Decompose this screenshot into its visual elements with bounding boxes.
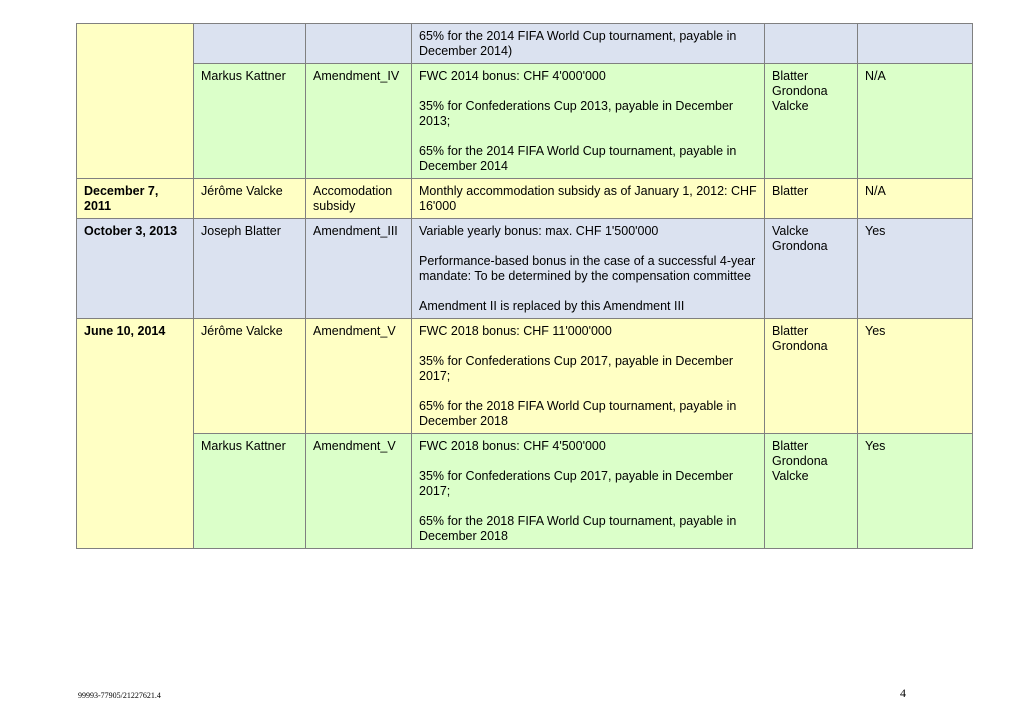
terms-cell: Variable yearly bonus: max. CHF 1'500'00… xyxy=(411,218,765,319)
table-row: June 10, 2014 Jérôme Valcke Amendment_V … xyxy=(76,318,973,549)
terms-cell: FWC 2014 bonus: CHF 4'000'000 35% for Co… xyxy=(411,63,765,179)
terms-paragraph: FWC 2018 bonus: CHF 4'500'000 xyxy=(419,439,606,453)
signatory: Blatter xyxy=(772,69,809,83)
name-cell: Markus Kattner xyxy=(193,433,306,549)
table-row: 65% for the 2014 FIFA World Cup tourname… xyxy=(76,23,973,179)
signatories-cell xyxy=(764,23,858,64)
terms-paragraph: Amendment II is replaced by this Amendme… xyxy=(419,299,685,313)
page-number: 4 xyxy=(900,686,906,700)
signatories-cell: Blatter Grondona Valcke xyxy=(764,433,858,549)
signatories-cell: Valcke Grondona xyxy=(764,218,858,319)
approved-cell xyxy=(857,23,973,64)
terms-paragraph: Performance-based bonus in the case of a… xyxy=(419,254,756,283)
terms-paragraph: 35% for Confederations Cup 2017, payable… xyxy=(419,354,734,383)
document-cell: Accomodation subsidy xyxy=(305,178,412,219)
approved-cell: Yes xyxy=(857,433,973,549)
signatory: Grondona xyxy=(772,454,828,468)
document-cell xyxy=(305,23,412,64)
terms-paragraph: Variable yearly bonus: max. CHF 1'500'00… xyxy=(419,224,659,238)
terms-paragraph: 65% for the 2014 FIFA World Cup tourname… xyxy=(419,29,737,58)
name-cell: Jérôme Valcke xyxy=(193,318,306,434)
signatory: Valcke xyxy=(772,99,809,113)
date-cell: June 10, 2014 xyxy=(76,318,194,549)
document-cell: Amendment_IV xyxy=(305,63,412,179)
signatory: Blatter xyxy=(772,184,809,198)
date-cell: October 3, 2013 xyxy=(76,218,194,319)
terms-cell: FWC 2018 bonus: CHF 11'000'000 35% for C… xyxy=(411,318,765,434)
date-cell xyxy=(76,23,194,179)
terms-cell: 65% for the 2014 FIFA World Cup tourname… xyxy=(411,23,765,64)
terms-paragraph: 65% for the 2014 FIFA World Cup tourname… xyxy=(419,144,737,173)
signatory: Valcke xyxy=(772,469,809,483)
document-cell: Amendment_V xyxy=(305,318,412,434)
signatory: Blatter xyxy=(772,439,809,453)
terms-paragraph: FWC 2014 bonus: CHF 4'000'000 xyxy=(419,69,606,83)
signatories-cell: Blatter Grondona xyxy=(764,318,858,434)
terms-paragraph: Monthly accommodation subsidy as of Janu… xyxy=(419,184,757,213)
signatory: Grondona xyxy=(772,339,828,353)
approved-cell: Yes xyxy=(857,218,973,319)
approved-cell: Yes xyxy=(857,318,973,434)
signatory: Valcke xyxy=(772,224,809,238)
table-row: October 3, 2013 Joseph Blatter Amendment… xyxy=(76,218,973,319)
name-cell xyxy=(193,23,306,64)
terms-paragraph: 65% for the 2018 FIFA World Cup tourname… xyxy=(419,514,737,543)
document-cell: Amendment_III xyxy=(305,218,412,319)
approved-cell: N/A xyxy=(857,63,973,179)
signatories-cell: Blatter xyxy=(764,178,858,219)
table-row: Markus Kattner Amendment_IV FWC 2014 bon… xyxy=(77,63,973,179)
terms-cell: Monthly accommodation subsidy as of Janu… xyxy=(411,178,765,219)
terms-paragraph: FWC 2018 bonus: CHF 11'000'000 xyxy=(419,324,612,338)
compensation-table: 65% for the 2014 FIFA World Cup tourname… xyxy=(76,23,973,549)
terms-cell: FWC 2018 bonus: CHF 4'500'000 35% for Co… xyxy=(411,433,765,549)
table-row: December 7, 2011 Jérôme Valcke Accomodat… xyxy=(76,178,973,219)
date-cell: December 7, 2011 xyxy=(76,178,194,219)
signatories-cell: Blatter Grondona Valcke xyxy=(764,63,858,179)
signatory: Grondona xyxy=(772,84,828,98)
name-cell: Joseph Blatter xyxy=(193,218,306,319)
signatory: Blatter xyxy=(772,324,809,338)
terms-paragraph: 65% for the 2018 FIFA World Cup tourname… xyxy=(419,399,737,428)
name-cell: Jérôme Valcke xyxy=(193,178,306,219)
name-cell: Markus Kattner xyxy=(193,63,306,179)
document-reference: 99993-77905/21227621.4 xyxy=(78,691,161,700)
signatory: Grondona xyxy=(772,239,828,253)
terms-paragraph: 35% for Confederations Cup 2017, payable… xyxy=(419,469,734,498)
document-cell: Amendment_V xyxy=(305,433,412,549)
approved-cell: N/A xyxy=(857,178,973,219)
table-row: Markus Kattner Amendment_V FWC 2018 bonu… xyxy=(77,433,973,549)
terms-paragraph: 35% for Confederations Cup 2013, payable… xyxy=(419,99,734,128)
